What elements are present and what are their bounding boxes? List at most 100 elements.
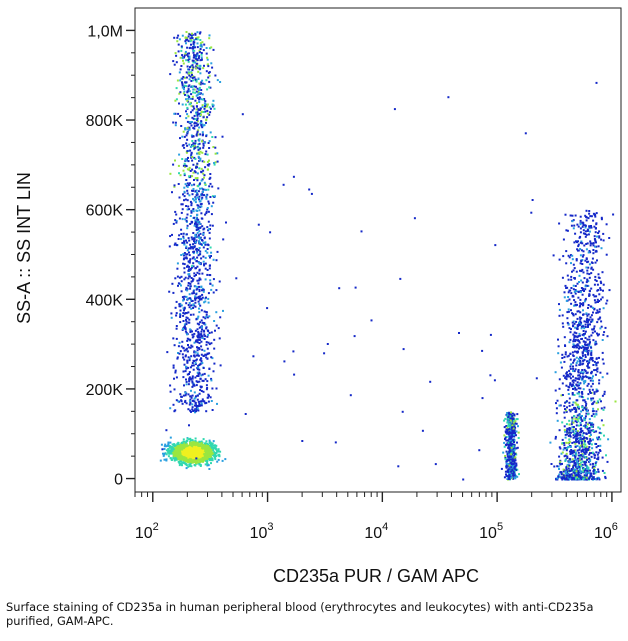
event-dot bbox=[565, 250, 568, 253]
event-dot bbox=[182, 254, 185, 257]
event-dot bbox=[512, 460, 514, 463]
event-dot bbox=[208, 237, 211, 240]
event-dot bbox=[196, 54, 199, 57]
event-dot bbox=[199, 336, 202, 339]
event-dot bbox=[595, 388, 598, 391]
event-dot bbox=[182, 314, 185, 317]
event-dot bbox=[598, 382, 601, 385]
event-dot bbox=[512, 451, 515, 454]
event-dot bbox=[563, 416, 566, 419]
event-dot bbox=[204, 103, 207, 106]
event-dot bbox=[580, 461, 583, 464]
event-dot bbox=[196, 114, 199, 117]
event-dot bbox=[572, 379, 575, 382]
event-dot bbox=[183, 271, 186, 274]
event-dot bbox=[205, 296, 207, 299]
event-dot bbox=[595, 471, 598, 473]
event-dot bbox=[202, 438, 205, 441]
event-dot bbox=[580, 442, 583, 445]
event-dot bbox=[574, 420, 577, 423]
event-dot bbox=[173, 458, 176, 461]
event-dot bbox=[188, 275, 191, 278]
event-dot bbox=[200, 456, 203, 459]
event-dot bbox=[218, 337, 221, 340]
event-dot bbox=[198, 298, 201, 301]
event-dot bbox=[192, 247, 195, 250]
event-dot bbox=[583, 469, 586, 472]
event-dot bbox=[602, 289, 604, 292]
event-dot bbox=[179, 79, 182, 82]
event-dot bbox=[512, 477, 515, 480]
event-dot bbox=[193, 240, 195, 243]
event-dot bbox=[199, 122, 202, 125]
event-dot bbox=[210, 377, 213, 380]
event-dot bbox=[198, 364, 201, 366]
event-dot bbox=[196, 46, 199, 49]
event-dot bbox=[178, 196, 181, 199]
event-dot bbox=[592, 244, 595, 247]
event-dot bbox=[187, 366, 190, 369]
event-dot bbox=[596, 334, 599, 337]
event-dot bbox=[173, 457, 176, 460]
event-dot bbox=[576, 223, 579, 226]
event-dot bbox=[575, 399, 578, 402]
event-dot bbox=[577, 344, 580, 347]
event-dot bbox=[175, 325, 178, 327]
event-dot bbox=[191, 299, 194, 302]
event-dot bbox=[583, 437, 586, 440]
event-dot bbox=[198, 240, 201, 243]
event-dot bbox=[590, 267, 593, 270]
event-dot bbox=[578, 281, 580, 283]
event-dot bbox=[206, 456, 208, 459]
event-dot bbox=[576, 432, 579, 435]
event-dot bbox=[176, 356, 179, 359]
event-dot bbox=[601, 469, 604, 472]
event-dot bbox=[186, 350, 189, 353]
event-dot bbox=[204, 317, 207, 320]
event-dot bbox=[575, 362, 578, 364]
event-dot bbox=[201, 296, 204, 299]
event-dot bbox=[577, 457, 580, 460]
event-dot bbox=[582, 313, 585, 316]
event-dot bbox=[200, 43, 203, 46]
event-dot bbox=[210, 46, 213, 49]
event-dot bbox=[203, 338, 206, 340]
event-dot bbox=[175, 376, 178, 379]
event-dot bbox=[191, 292, 194, 295]
event-dot bbox=[201, 79, 204, 82]
event-dot bbox=[566, 433, 569, 436]
event-dot bbox=[192, 335, 195, 338]
event-dot bbox=[184, 441, 187, 444]
event-dot bbox=[578, 347, 580, 350]
event-dot bbox=[201, 41, 204, 44]
event-dot bbox=[191, 403, 194, 406]
event-dot bbox=[563, 444, 566, 447]
event-dot bbox=[566, 431, 569, 434]
event-dot bbox=[202, 379, 205, 382]
event-dot bbox=[200, 58, 203, 61]
event-dot bbox=[188, 254, 191, 257]
event-dot bbox=[208, 74, 211, 77]
event-dot bbox=[196, 405, 199, 407]
event-dot bbox=[193, 147, 196, 150]
event-dot bbox=[518, 473, 520, 476]
event-dot bbox=[573, 359, 575, 362]
event-dot bbox=[567, 460, 570, 463]
event-dot bbox=[568, 256, 571, 259]
event-dot bbox=[197, 70, 200, 73]
event-dot bbox=[585, 257, 588, 260]
event-dot bbox=[593, 295, 596, 298]
event-dot bbox=[188, 359, 191, 362]
event-dot bbox=[573, 277, 576, 280]
event-dot bbox=[194, 78, 197, 81]
event-dot bbox=[598, 379, 601, 382]
event-dot bbox=[208, 352, 211, 355]
event-dot bbox=[514, 477, 517, 480]
event-dot bbox=[211, 357, 214, 360]
event-dot bbox=[563, 425, 566, 428]
event-dot bbox=[186, 447, 189, 450]
event-dot bbox=[183, 442, 186, 445]
event-dot bbox=[183, 243, 186, 246]
event-dot bbox=[580, 317, 583, 320]
event-dot bbox=[194, 305, 197, 308]
